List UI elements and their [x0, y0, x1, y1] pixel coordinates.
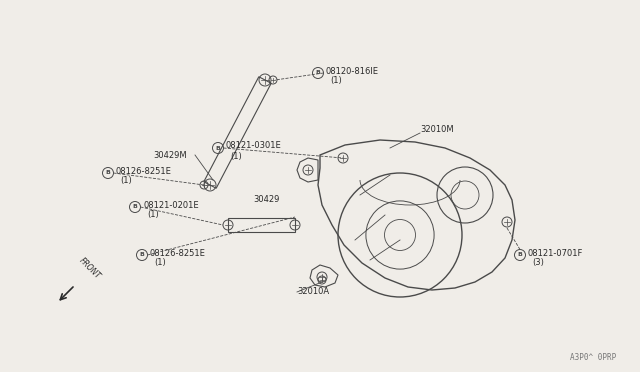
Text: B: B — [106, 170, 111, 176]
Text: B: B — [216, 145, 220, 151]
Text: 08121-0201E: 08121-0201E — [143, 201, 198, 209]
Text: 30429: 30429 — [253, 196, 280, 205]
Text: 08126-8251E: 08126-8251E — [116, 167, 172, 176]
Text: 08120-816lE: 08120-816lE — [326, 67, 379, 76]
Text: (1): (1) — [230, 151, 242, 160]
Text: (1): (1) — [330, 77, 342, 86]
Text: 08121-0301E: 08121-0301E — [226, 141, 282, 151]
Text: (1): (1) — [120, 176, 132, 186]
Text: (3): (3) — [532, 259, 544, 267]
Text: B: B — [518, 253, 522, 257]
Text: 08121-0701F: 08121-0701F — [528, 248, 584, 257]
Text: B: B — [132, 205, 138, 209]
Text: A3P0^ 0PRP: A3P0^ 0PRP — [570, 353, 616, 362]
Text: 08126-8251E: 08126-8251E — [150, 248, 206, 257]
Text: 30429M: 30429M — [153, 151, 187, 160]
Text: 32010M: 32010M — [420, 125, 454, 135]
Text: (1): (1) — [154, 259, 166, 267]
Text: (1): (1) — [147, 211, 159, 219]
Text: B: B — [316, 71, 321, 76]
Text: B: B — [140, 253, 145, 257]
Text: 32010A: 32010A — [297, 288, 329, 296]
Text: FRONT: FRONT — [77, 256, 102, 281]
